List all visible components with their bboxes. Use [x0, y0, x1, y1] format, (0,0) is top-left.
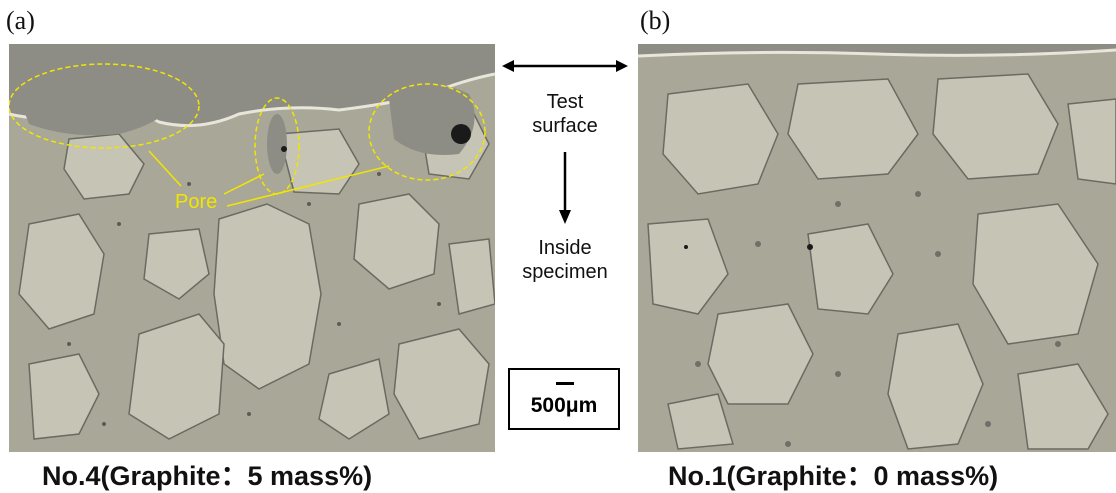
- scale-bar-box: 500μm: [508, 368, 620, 430]
- caption-a: No.4(Graphite：5 mass%): [42, 461, 373, 491]
- inside-specimen-label: Inside specimen: [522, 237, 608, 283]
- micrograph-a: Pore: [9, 44, 495, 452]
- panel-label-a: (a): [6, 6, 35, 35]
- direction-arrows: [502, 60, 628, 224]
- test-surface-label: Test surface: [532, 91, 598, 137]
- scale-bar-label: 500μm: [530, 394, 598, 417]
- caption-b: No.1(Graphite：0 mass%): [668, 461, 999, 491]
- micrograph-b: [638, 44, 1116, 452]
- panel-label-b: (b): [640, 6, 671, 35]
- pore-label: Pore: [175, 191, 217, 213]
- scale-bar: [556, 382, 574, 385]
